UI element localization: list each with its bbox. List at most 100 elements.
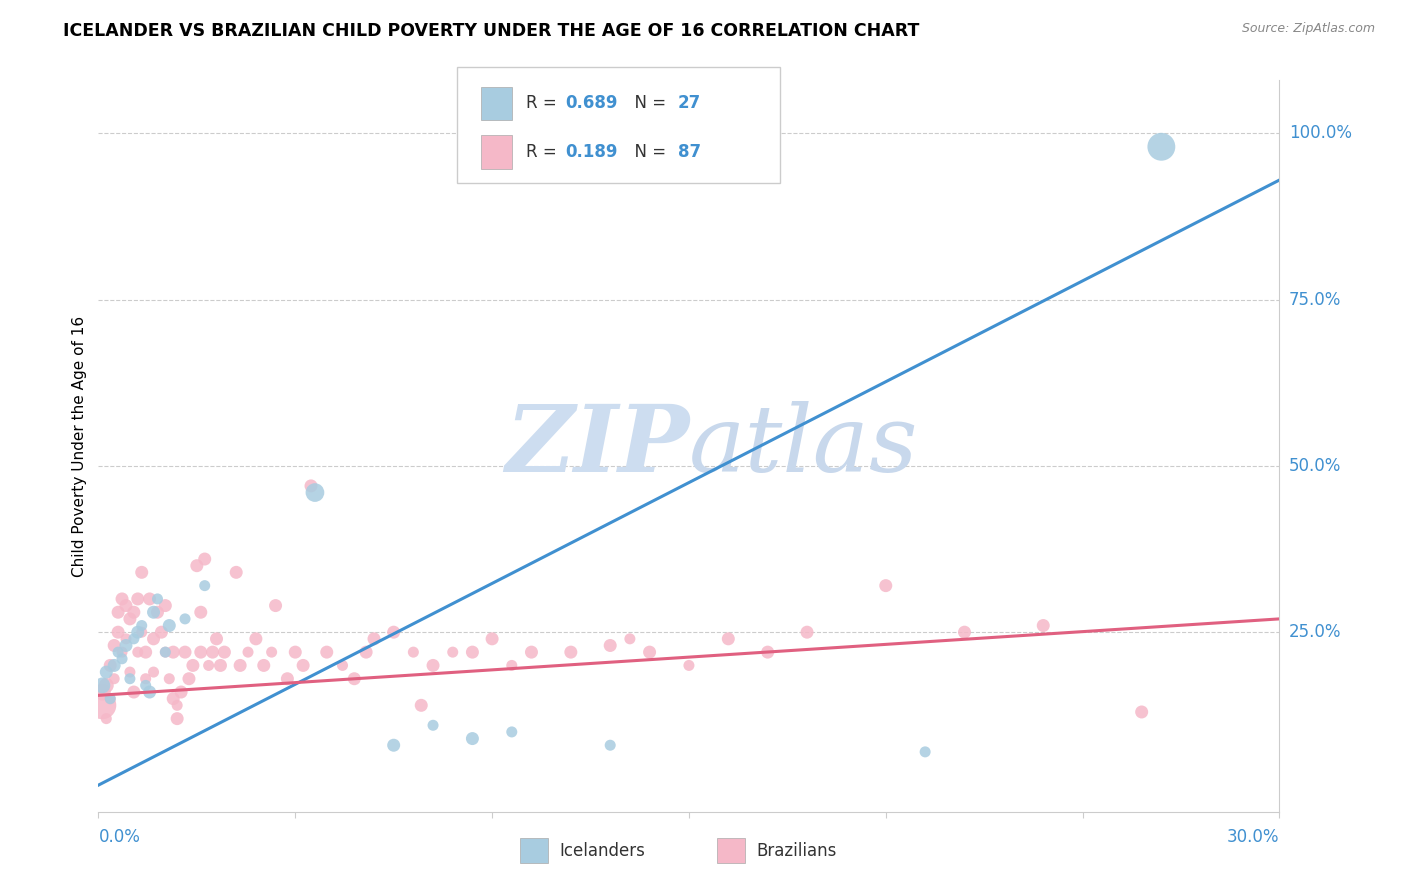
Point	[501, 658, 523, 673]
Point	[115, 639, 138, 653]
Text: 25.0%: 25.0%	[1289, 624, 1341, 641]
Point	[122, 685, 145, 699]
Text: 75.0%: 75.0%	[1289, 291, 1341, 309]
Point	[135, 645, 157, 659]
Y-axis label: Child Poverty Under the Age of 16: Child Poverty Under the Age of 16	[72, 316, 87, 576]
Point	[194, 552, 217, 566]
Point	[103, 639, 125, 653]
Point	[599, 738, 621, 752]
Point	[411, 698, 433, 713]
Point	[796, 625, 818, 640]
Point	[209, 658, 232, 673]
Point	[111, 652, 134, 666]
Point	[441, 645, 464, 659]
Point	[953, 625, 976, 640]
Point	[276, 672, 298, 686]
Point	[118, 612, 141, 626]
Point	[225, 566, 247, 580]
Point	[131, 625, 153, 640]
Text: N =: N =	[624, 143, 672, 161]
Point	[214, 645, 236, 659]
Point	[363, 632, 385, 646]
Point	[111, 591, 134, 606]
Point	[264, 599, 287, 613]
Point	[166, 712, 188, 726]
Point	[402, 645, 425, 659]
Point	[205, 632, 228, 646]
Point	[599, 639, 621, 653]
Point	[186, 558, 208, 573]
Point	[284, 645, 307, 659]
Point	[560, 645, 582, 659]
Point	[638, 645, 661, 659]
Text: ICELANDER VS BRAZILIAN CHILD POVERTY UNDER THE AGE OF 16 CORRELATION CHART: ICELANDER VS BRAZILIAN CHILD POVERTY UND…	[63, 22, 920, 40]
Point	[197, 658, 219, 673]
Text: 27: 27	[678, 95, 702, 112]
Point	[131, 566, 153, 580]
Point	[1150, 140, 1173, 154]
Point	[96, 712, 118, 726]
Point	[260, 645, 283, 659]
Point	[678, 658, 700, 673]
Point	[481, 632, 503, 646]
Point	[155, 645, 177, 659]
Point	[122, 632, 145, 646]
Point	[122, 605, 145, 619]
Point	[174, 612, 197, 626]
Point	[245, 632, 267, 646]
Point	[354, 645, 377, 659]
Point	[461, 731, 484, 746]
Point	[520, 645, 543, 659]
Point	[107, 645, 129, 659]
Text: 87: 87	[678, 143, 700, 161]
Text: 0.189: 0.189	[565, 143, 617, 161]
Point	[96, 678, 118, 692]
Point	[118, 665, 141, 679]
Point	[115, 632, 138, 646]
Point	[717, 632, 740, 646]
Point	[103, 658, 125, 673]
Point	[194, 579, 217, 593]
Point	[299, 479, 322, 493]
Point	[315, 645, 337, 659]
Point	[162, 645, 184, 659]
Point	[619, 632, 641, 646]
Text: ZIP: ZIP	[505, 401, 689, 491]
Point	[461, 645, 484, 659]
Point	[190, 605, 212, 619]
Point	[91, 685, 114, 699]
Point	[135, 672, 157, 686]
Point	[236, 645, 259, 659]
Point	[131, 618, 153, 632]
Point	[422, 718, 444, 732]
Text: 0.689: 0.689	[565, 95, 617, 112]
Point	[155, 645, 177, 659]
Text: atlas: atlas	[689, 401, 918, 491]
Point	[127, 645, 149, 659]
Point	[174, 645, 197, 659]
Point	[201, 645, 224, 659]
Point	[138, 591, 160, 606]
Point	[162, 691, 184, 706]
Point	[875, 579, 897, 593]
Point	[118, 672, 141, 686]
Point	[332, 658, 354, 673]
Point	[142, 605, 165, 619]
Point	[107, 625, 129, 640]
Point	[253, 658, 276, 673]
Text: R =: R =	[526, 143, 562, 161]
Point	[107, 605, 129, 619]
Point	[138, 685, 160, 699]
Point	[292, 658, 315, 673]
Point	[1130, 705, 1153, 719]
Point	[91, 678, 114, 692]
Point	[135, 678, 157, 692]
Text: R =: R =	[526, 95, 562, 112]
Text: Source: ZipAtlas.com: Source: ZipAtlas.com	[1241, 22, 1375, 36]
Point	[146, 605, 169, 619]
Point	[91, 698, 114, 713]
Text: Icelanders: Icelanders	[560, 842, 645, 860]
Point	[166, 698, 188, 713]
Point	[111, 645, 134, 659]
Text: 100.0%: 100.0%	[1289, 125, 1353, 143]
